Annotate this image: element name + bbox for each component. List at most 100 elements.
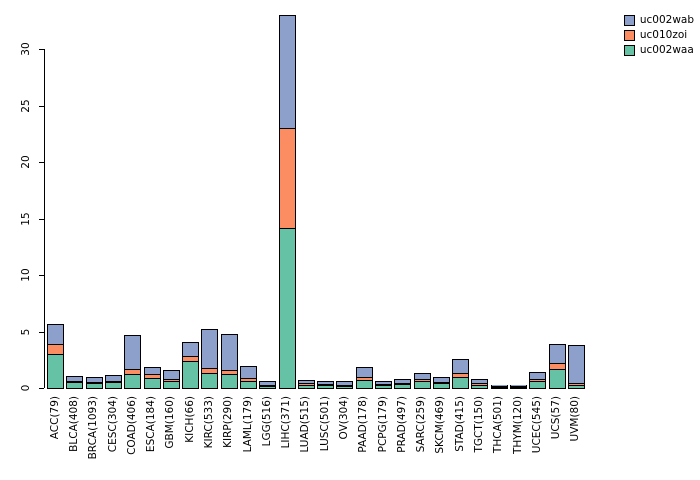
bar-segment-uc002waa (298, 384, 314, 388)
x-axis-label: COAD(406) (125, 396, 138, 455)
bar-segment-uc002waa (163, 381, 179, 388)
bar-segment-uc002wab (144, 367, 160, 375)
x-axis-label: OV(304) (337, 396, 350, 440)
bar-stack (239, 365, 257, 389)
bar-stack (47, 323, 65, 389)
x-axis-label: KIRC(533) (202, 396, 215, 449)
x-axis-label: KICH(66) (183, 396, 196, 443)
y-axis-tick (39, 388, 44, 389)
bar-segment-uc010zoi (568, 383, 584, 385)
bar-segment-uc002wab (105, 375, 121, 381)
y-axis-tick (39, 218, 44, 220)
bar-stack (394, 379, 412, 389)
bar-stack (317, 381, 335, 389)
x-axis-label: LIHC(371) (280, 396, 293, 449)
bar-segment-uc010zoi (298, 383, 314, 385)
y-axis-tick-label: 5 (20, 328, 32, 335)
bar-segment-uc002wab (414, 374, 430, 379)
bar-stack (413, 373, 431, 389)
x-axis-label: SKCM(469) (434, 396, 447, 454)
bar-segment-uc002wab (260, 382, 276, 385)
bar-segment-uc010zoi (105, 380, 121, 383)
x-axis-label: UCEC(545) (530, 396, 543, 454)
bar-segment-uc002waa (279, 227, 295, 388)
bar-segment-uc002wab (221, 334, 237, 370)
bar-segment-uc002wab (298, 381, 314, 384)
bar-segment-uc002wab (356, 367, 372, 377)
y-axis-tick-label: 20 (20, 155, 32, 170)
legend-swatch-uc002wab (623, 14, 635, 26)
bar-segment-uc002wab (510, 385, 526, 386)
bar-stack (220, 333, 238, 389)
y-axis-tick (39, 162, 44, 164)
y-axis-tick-label: 30 (20, 42, 32, 57)
bar-segment-uc002waa (125, 374, 141, 388)
bar-stack (104, 374, 122, 389)
y-axis-tick (39, 275, 44, 277)
bar-segment-uc002waa (48, 354, 64, 388)
bar-segment-uc010zoi (318, 384, 334, 386)
bar-segment-uc002waa (86, 383, 102, 388)
bar-stack (490, 385, 508, 389)
bar-segment-uc002waa (375, 385, 391, 388)
bar-segment-uc010zoi (510, 385, 526, 387)
x-axis-label: LGG(516) (260, 396, 273, 447)
bar-segment-uc010zoi (395, 382, 411, 385)
y-axis-tick-label: 25 (20, 99, 32, 113)
x-axis-label: KIRP(290) (222, 396, 235, 448)
x-axis-label: BLCA(408) (67, 396, 80, 452)
bar-segment-uc002waa (491, 386, 507, 388)
x-axis-label: UVM(80) (569, 396, 582, 442)
y-axis-tick (39, 49, 44, 51)
bar-segment-uc010zoi (433, 381, 449, 384)
x-axis-label: LAML(179) (241, 396, 254, 453)
bar-segment-uc010zoi (202, 367, 218, 374)
bar-stack (336, 381, 354, 389)
bar-stack (374, 381, 392, 389)
bar-segment-uc002wab (48, 324, 64, 344)
bar-segment-uc002wab (279, 15, 295, 129)
bar-segment-uc002waa (453, 376, 469, 388)
bar-stack (66, 375, 84, 389)
bar-segment-uc002wab (453, 359, 469, 374)
bar-segment-uc002wab (375, 382, 391, 385)
bar-stack (143, 366, 161, 389)
y-axis-tick-label: 10 (20, 268, 32, 282)
bar-stack (85, 376, 103, 389)
bar-segment-uc002waa (395, 384, 411, 388)
bar-segment-uc002wab (491, 385, 507, 386)
bar-stack (529, 372, 547, 389)
bar-segment-uc002waa (414, 381, 430, 388)
bar-segment-uc002wab (86, 377, 102, 383)
bar-segment-uc002wab (318, 382, 334, 385)
bar-segment-uc010zoi (414, 378, 430, 382)
bar-segment-uc010zoi (125, 368, 141, 375)
bar-stack (432, 376, 450, 389)
bar-segment-uc002waa (183, 360, 199, 388)
bar-segment-uc002wab (472, 380, 488, 384)
bar-segment-uc002waa (105, 382, 121, 388)
bar-segment-uc002waa (568, 384, 584, 388)
bar-segment-uc010zoi (67, 381, 83, 383)
bar-segment-uc010zoi (472, 383, 488, 385)
x-axis-label: THCA(501) (492, 396, 505, 454)
bar-segment-uc010zoi (163, 378, 179, 382)
bar-segment-uc002waa (67, 382, 83, 388)
bar-stack (567, 345, 585, 389)
y-axis-tick (39, 331, 44, 333)
bar-segment-uc002wab (530, 373, 546, 379)
x-axis-label: BRCA(1093) (87, 396, 100, 460)
x-axis-label: SARC(259) (415, 396, 428, 453)
x-axis-label: TGCT(150) (472, 396, 485, 453)
bar-segment-uc010zoi (356, 376, 372, 381)
bar-segment-uc002wab (183, 342, 199, 357)
bar-segment-uc002wab (240, 366, 256, 378)
legend-label: uc002waa (639, 44, 694, 56)
bar-segment-uc002waa (530, 381, 546, 388)
bar-stack (278, 14, 296, 389)
bar-stack (297, 380, 315, 389)
bar-segment-uc002waa (510, 386, 526, 388)
legend-swatch-uc002waa (623, 44, 635, 56)
legend-item: uc002waa (623, 44, 694, 56)
